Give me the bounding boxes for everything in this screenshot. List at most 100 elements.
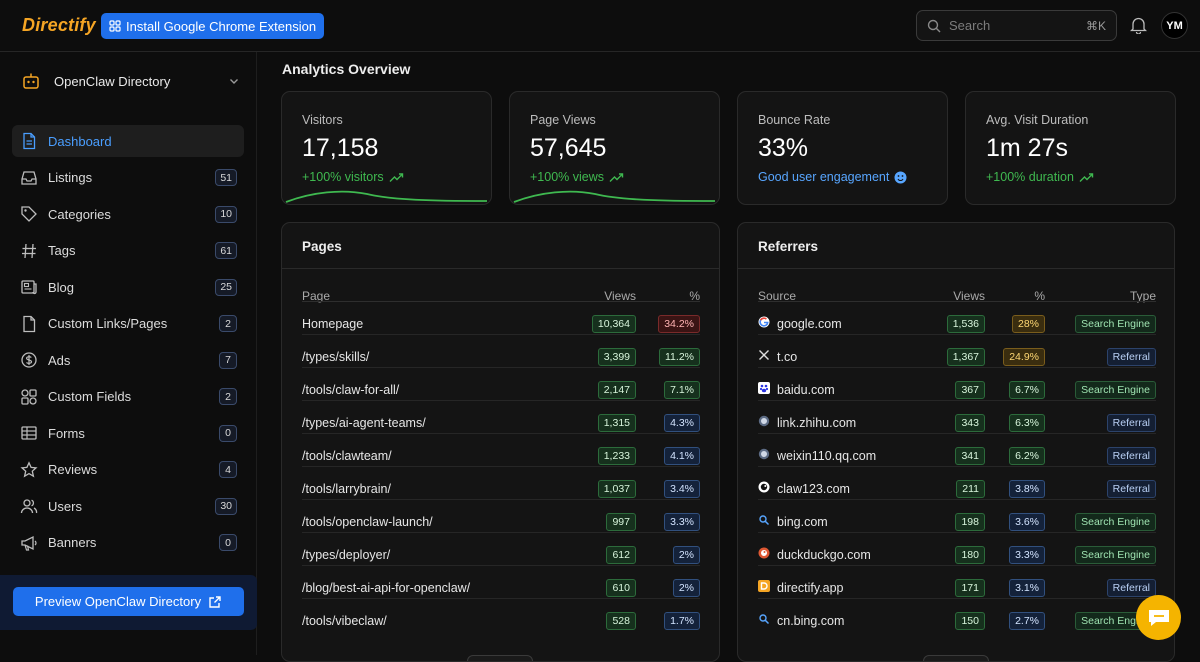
sidebar-item-count: 61 <box>215 242 237 259</box>
sidebar-item-label: Users <box>48 498 82 514</box>
page-path: /tools/claw-for-all/ <box>302 383 400 397</box>
views-badge: 612 <box>606 546 636 564</box>
views-badge: 150 <box>955 612 985 630</box>
robot-icon <box>23 73 39 89</box>
referrer-source: baidu.com <box>777 383 835 397</box>
sidebar-item-banners[interactable]: Banners 0 <box>12 527 244 559</box>
col-views: Views <box>953 289 985 303</box>
shapes-icon <box>20 388 38 406</box>
referrer-source: google.com <box>777 317 842 331</box>
sidebar-item-custom-fields[interactable]: Custom Fields 2 <box>12 381 244 413</box>
type-badge: Referral <box>1106 447 1156 465</box>
type-badge: Search Engine <box>1075 315 1156 333</box>
table-row[interactable]: Homepage 10,364 34.2% <box>302 301 700 334</box>
sidebar-item-categories[interactable]: Categories 10 <box>12 198 244 230</box>
percent-badge: 2% <box>672 546 700 564</box>
table-row[interactable]: baidu.com 367 6.7% Search Engine <box>758 367 1156 400</box>
views-badge: 2,147 <box>597 381 636 399</box>
table-row[interactable]: weixin110.qq.com 341 6.2% Referral <box>758 433 1156 466</box>
sidebar-item-blog[interactable]: Blog 25 <box>12 271 244 303</box>
sidebar-item-label: Custom Fields <box>48 389 132 404</box>
table-row[interactable]: /tools/openclaw-launch/997 3.3% <box>302 499 700 532</box>
table-row[interactable]: /tools/vibeclaw/528 1.7% <box>302 598 700 631</box>
sparkline <box>513 190 716 203</box>
stat-delta: +100% duration <box>986 170 1094 184</box>
sidebar-item-count: 0 <box>219 534 237 551</box>
page-path: /types/deployer/ <box>302 548 391 562</box>
directify-logo[interactable]: Directify <box>22 15 96 35</box>
stat-delta-label: +100% visitors <box>302 170 384 184</box>
search-input[interactable]: Search ⌘K <box>916 10 1117 41</box>
views-badge: 343 <box>955 414 985 432</box>
stat-title: Page Views <box>530 113 596 127</box>
sidebar-item-label: Custom Links/Pages <box>48 316 168 331</box>
table-row[interactable]: cn.bing.com 150 2.7% Search Engine <box>758 598 1156 631</box>
table-row[interactable]: directify.app 171 3.1% Referral <box>758 565 1156 598</box>
referrers-view-more[interactable] <box>923 655 989 661</box>
table-row[interactable]: /types/ai-agent-teams/1,315 4.3% <box>302 400 700 433</box>
percent-badge: 3.6% <box>1009 513 1045 531</box>
sidebar-item-dashboard[interactable]: Dashboard <box>12 125 244 157</box>
table-row[interactable]: /tools/clawteam/1,233 4.1% <box>302 433 700 466</box>
install-extension-button[interactable]: Install Google Chrome Extension <box>101 13 325 39</box>
percent-badge: 3.3% <box>664 513 700 531</box>
referrer-source: bing.com <box>777 515 828 529</box>
table-icon <box>20 424 38 442</box>
stat-delta-label: +100% duration <box>986 170 1074 184</box>
users-icon <box>20 497 38 515</box>
pages-view-more[interactable] <box>467 655 533 661</box>
table-row[interactable]: /blog/best-ai-api-for-openclaw/610 2% <box>302 565 700 598</box>
type-badge: Referral <box>1106 414 1156 432</box>
table-row[interactable]: /tools/larrybrain/1,037 3.4% <box>302 466 700 499</box>
sidebar-item-label: Banners <box>48 535 97 550</box>
user-avatar[interactable]: YM <box>1161 12 1188 39</box>
table-row[interactable]: /tools/claw-for-all/2,147 7.1% <box>302 367 700 400</box>
views-badge: 211 <box>956 480 985 498</box>
type-badge: Referral <box>1106 480 1156 498</box>
views-badge: 997 <box>606 513 636 531</box>
views-badge: 528 <box>606 612 636 630</box>
table-row[interactable]: /types/deployer/612 2% <box>302 532 700 565</box>
type-badge: Search Engine <box>1075 612 1156 630</box>
pages-table-header: Page Views % <box>302 289 700 305</box>
site-selector[interactable]: OpenClaw Directory <box>22 70 240 92</box>
stat-delta-label: +100% views <box>530 170 604 184</box>
stat-title: Avg. Visit Duration <box>986 113 1089 127</box>
stat-card-avg-visit-duration: Avg. Visit Duration 1m 27s +100% duration <box>965 91 1176 205</box>
sidebar-item-ads[interactable]: Ads 7 <box>12 344 244 376</box>
col-pct: % <box>689 289 700 303</box>
sidebar-item-reviews[interactable]: Reviews 4 <box>12 454 244 486</box>
main-content: Analytics Overview Visitors 17,158 +100% v… <box>257 52 1200 662</box>
referrer-source: weixin110.qq.com <box>777 449 877 463</box>
chat-widget-button[interactable] <box>1136 595 1181 640</box>
page-icon <box>20 315 38 333</box>
megaphone-icon <box>20 534 38 552</box>
table-row[interactable]: t.co 1,367 24.9% Referral <box>758 334 1156 367</box>
sidebar-item-forms[interactable]: Forms 0 <box>12 417 244 449</box>
col-type: Type <box>1129 289 1156 303</box>
table-row[interactable]: claw123.com 211 3.8% Referral <box>758 466 1156 499</box>
table-row[interactable]: link.zhihu.com 343 6.3% Referral <box>758 400 1156 433</box>
newspaper-icon <box>20 278 38 296</box>
sidebar-item-users[interactable]: Users 30 <box>12 490 244 522</box>
sidebar-item-tags[interactable]: Tags 61 <box>12 235 244 267</box>
stat-value: 1m 27s <box>986 134 1068 162</box>
sidebar-item-custom-links-pages[interactable]: Custom Links/Pages 2 <box>12 308 244 340</box>
top-bar: Directify Install Google Chrome Extensio… <box>0 0 1200 52</box>
sidebar-item-label: Forms <box>48 425 85 441</box>
notifications-bell-icon[interactable] <box>1130 16 1147 34</box>
sidebar-item-listings[interactable]: Listings 51 <box>12 162 244 194</box>
percent-badge: 4.1% <box>664 447 700 465</box>
preview-site-button[interactable]: Preview OpenClaw Directory <box>13 587 244 616</box>
referrers-panel: Referrers Source Views % Type google.com… <box>737 222 1175 662</box>
table-row[interactable]: bing.com 198 3.6% Search Engine <box>758 499 1156 532</box>
percent-badge: 34.2% <box>658 315 700 333</box>
type-badge: Referral <box>1106 579 1156 597</box>
table-row[interactable]: duckduckgo.com 180 3.3% Search Engine <box>758 532 1156 565</box>
sidebar-item-label: Reviews <box>48 462 98 477</box>
table-row[interactable]: google.com 1,536 28% Search Engine <box>758 301 1156 334</box>
sidebar-item-count: 7 <box>219 351 237 369</box>
trending-up-icon <box>609 172 624 182</box>
table-row[interactable]: /types/skills/3,399 11.2% <box>302 334 700 367</box>
sidebar-item-label: Listings <box>48 170 93 185</box>
